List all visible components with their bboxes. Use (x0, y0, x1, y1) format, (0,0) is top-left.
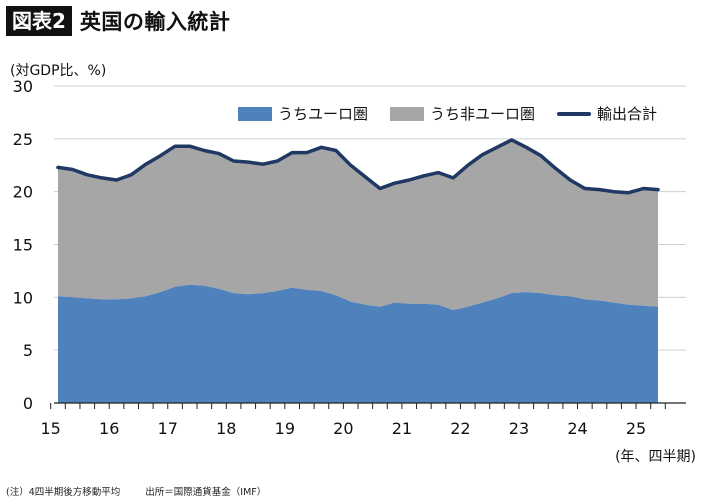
legend-item-eurozone: うちユーロ圏 (238, 103, 368, 124)
chart-title: 英国の輸入統計 (79, 10, 231, 34)
footnote: (注）4四半期後方移動平均 (6, 487, 121, 498)
x-tick-label: 18 (216, 419, 236, 438)
legend-swatch-eurozone (238, 106, 272, 121)
y-tick-label: 25 (13, 130, 33, 149)
x-tick-label: 19 (275, 419, 295, 438)
y-tick-label: 0 (23, 394, 33, 413)
legend-label-non-eurozone: うち非ユーロ圏 (430, 105, 536, 123)
legend-label-total: 輸出合計 (597, 105, 658, 123)
chart-legend: うちユーロ圏 うち非ユーロ圏 輸出合計 (238, 103, 679, 124)
x-tick-label: 15 (41, 419, 61, 438)
y-axis-label: (対GDP比、%) (10, 63, 107, 79)
legend-swatch-non-eurozone (390, 106, 425, 121)
x-tick-label: 21 (392, 419, 412, 438)
legend-label-eurozone: うちユーロ圏 (278, 105, 369, 123)
x-tick-label: 17 (158, 419, 178, 438)
title-bar: 図表2 英国の輸入統計 (6, 6, 230, 36)
figure-tag: 図表2 (6, 6, 72, 36)
area-eurozone (58, 284, 658, 403)
x-tick-label: 22 (450, 419, 470, 438)
legend-item-total: 輸出合計 (557, 103, 657, 124)
x-tick-label: 25 (626, 419, 646, 438)
x-tick-label: 16 (99, 419, 119, 438)
x-tick-label: 23 (509, 419, 529, 438)
y-tick-label: 30 (13, 77, 33, 96)
source-note: 出所＝国際通貨基金（IMF） (145, 487, 267, 498)
y-tick-label: 5 (23, 341, 33, 360)
y-tick-label: 10 (13, 288, 33, 307)
legend-swatch-total (557, 111, 592, 116)
legend-item-non-eurozone: うち非ユーロ圏 (390, 103, 535, 124)
footnote-row: (注）4四半期後方移動平均 出所＝国際通貨基金（IMF） (6, 484, 266, 498)
y-tick-label: 15 (13, 236, 33, 255)
y-tick-label: 20 (13, 183, 33, 202)
x-axis-label: (年、四半期) (615, 449, 696, 465)
line-total (56, 138, 660, 195)
x-tick-label: 20 (333, 419, 353, 438)
area-non-eurozone (58, 139, 658, 310)
x-tick-label: 24 (567, 419, 587, 438)
